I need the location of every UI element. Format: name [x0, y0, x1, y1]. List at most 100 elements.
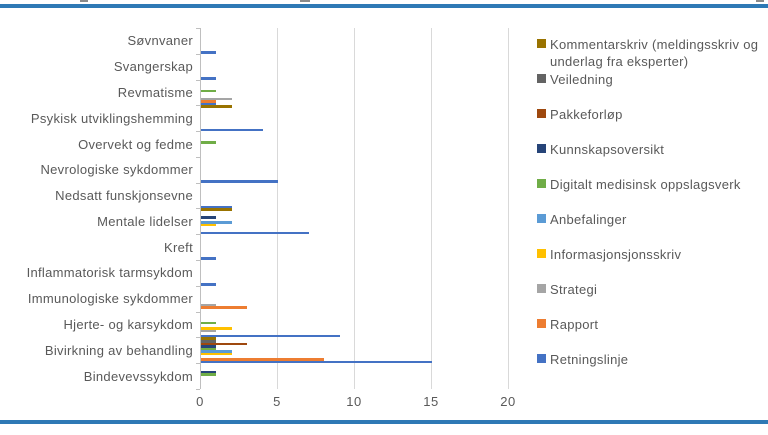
bar-8-cat-10 [201, 306, 248, 309]
cropped-caption-fragment [80, 0, 88, 2]
vertical-gridline [354, 28, 355, 389]
category-tick-mark [196, 53, 200, 55]
chart-legend: Kommentarskriv (meldingsskriv og underla… [537, 0, 765, 420]
bar-7-cat-2 [201, 97, 232, 101]
x-axis-tick-label: 5 [273, 394, 281, 409]
bar-7-cat-10 [201, 303, 217, 307]
y-axis-line [200, 28, 201, 389]
bottom-border-rule [0, 420, 768, 424]
bar-8-cat-2 [201, 100, 217, 103]
bar-4-cat-4 [201, 141, 217, 144]
bar-3-cat-12 [201, 345, 217, 348]
vertical-gridline [277, 28, 278, 389]
legend-label: Pakkeforløp [550, 107, 623, 122]
category-label: Kreft [164, 239, 193, 255]
legend-label: Rapport [550, 317, 599, 332]
bar-0-cat-3 [201, 105, 232, 108]
category-tick-mark [196, 388, 200, 390]
category-label: Søvnvaner [127, 33, 193, 49]
legend-item: Informasjonsjonsskriv [537, 246, 681, 263]
legend-swatch-icon [537, 39, 546, 48]
category-label: Nevrologiske sykdommer [40, 162, 193, 178]
bar-9-cat-12 [201, 360, 432, 364]
legend-label: Anbefalinger [550, 212, 627, 227]
legend-item: Pakkeforløp [537, 106, 623, 123]
cropped-caption-fragment [756, 0, 764, 2]
category-tick-mark [196, 156, 200, 158]
category-tick-mark [196, 311, 200, 313]
bar-4-cat-2 [201, 89, 217, 93]
category-tick-mark [196, 234, 200, 236]
bar-4-cat-13 [201, 373, 217, 376]
legend-item: Rapport [537, 316, 598, 333]
category-tick-mark [196, 208, 200, 210]
vertical-gridline [431, 28, 432, 389]
legend-item: Anbefalinger [537, 211, 627, 228]
bar-9-cat-0 [201, 51, 217, 54]
category-label: Mentale lidelser [97, 213, 193, 229]
bar-chart-plot-area [196, 28, 518, 390]
category-label: Overvekt og fedme [78, 136, 193, 152]
bar-2-cat-12 [201, 342, 248, 346]
category-label: Svangerskap [113, 59, 193, 75]
category-axis-labels: Søvnvaner Svangerskap Revmatisme Psykisk ut… [0, 28, 193, 389]
bar-6-cat-11 [201, 327, 232, 330]
bar-3-cat-13 [201, 370, 217, 374]
cropped-caption-fragment [300, 0, 310, 2]
legend-item: Strategi [537, 281, 597, 298]
x-axis-tick-label: 10 [346, 394, 362, 409]
category-tick-mark [196, 182, 200, 184]
legend-swatch-icon [537, 144, 546, 153]
legend-label: Kommentarskriv (meldingsskriv og underla… [550, 37, 759, 69]
category-label: Revmatisme [117, 84, 193, 100]
legend-label: Veiledning [550, 72, 613, 87]
bar-4-cat-12 [201, 347, 217, 351]
legend-swatch-icon [537, 319, 546, 328]
bar-9-cat-11 [201, 334, 340, 338]
category-tick-mark [196, 285, 200, 287]
bar-6-cat-12 [201, 352, 232, 356]
bar-8-cat-12 [201, 357, 325, 361]
legend-label: Kunnskapsoversikt [550, 142, 665, 157]
x-axis-tick-label: 20 [500, 394, 516, 409]
bar-4-cat-11 [201, 321, 217, 325]
category-tick-mark [196, 337, 200, 339]
legend-swatch-icon [537, 109, 546, 118]
legend-label: Retningslinje [550, 352, 629, 367]
bar-9-cat-1 [201, 76, 217, 80]
category-label: Hjerte- og karsykdom [63, 316, 193, 332]
legend-swatch-icon [537, 214, 546, 223]
category-tick-mark [196, 260, 200, 262]
bar-9-cat-2 [201, 102, 217, 106]
bar-7-cat-11 [201, 329, 217, 333]
category-label: Bivirkning av behandling [44, 342, 193, 358]
category-label: Psykisk utviklingshemming [30, 110, 193, 126]
category-label: Inflammatorisk tarmsykdom [26, 265, 193, 281]
category-label: Immunologiske sykdommer [27, 291, 193, 307]
category-tick-mark [196, 105, 200, 107]
bar-5-cat-7 [201, 221, 232, 224]
legend-swatch-icon [537, 74, 546, 83]
legend-item: Veiledning [537, 71, 613, 88]
top-border-rule [0, 4, 768, 8]
vertical-gridline [508, 28, 509, 389]
category-tick-mark [196, 131, 200, 133]
legend-swatch-icon [537, 249, 546, 258]
bar-0-cat-7 [201, 208, 232, 212]
bar-9-cat-6 [201, 205, 232, 209]
legend-item: Digitalt medisinsk oppslagsverk [537, 176, 741, 193]
bar-9-cat-8 [201, 257, 217, 260]
category-label: Bindevevssykdom [83, 368, 193, 384]
category-tick-mark [196, 28, 200, 29]
legend-swatch-icon [537, 354, 546, 363]
legend-label: Digitalt medisinsk oppslagsverk [550, 177, 741, 192]
bar-1-cat-12 [201, 339, 217, 343]
legend-label: Strategi [550, 282, 598, 297]
legend-item: Kunnskapsoversikt [537, 141, 664, 158]
bar-6-cat-7 [201, 223, 217, 227]
category-tick-mark [196, 79, 200, 81]
bar-3-cat-7 [201, 216, 217, 219]
bar-9-cat-7 [201, 231, 309, 235]
bar-9-cat-5 [201, 180, 278, 183]
